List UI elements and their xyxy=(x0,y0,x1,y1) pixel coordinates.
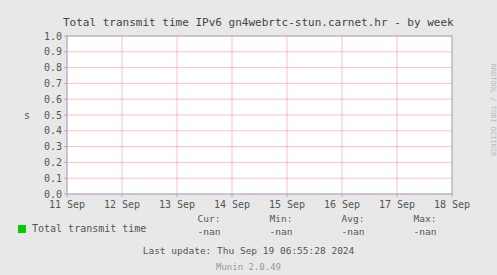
stat-label: Cur: xyxy=(198,213,221,224)
title: Total transmit time IPv6 gn4webrtc-stun.… xyxy=(63,16,454,29)
stat-label: Min: xyxy=(270,213,293,224)
tick-label: 13 Sep xyxy=(159,199,195,210)
stat-value: -nan xyxy=(270,226,293,237)
axes: 0.0 0.1 0.2 0.3 0.4 0.5 0.6 0.7 0.8 0.9 1.0 11 Sep 1… xyxy=(44,31,470,211)
tick-label: 14 Sep xyxy=(214,199,250,210)
legend: Total transmit time xyxy=(18,223,146,234)
tick-label: 0.5 xyxy=(44,110,62,121)
stat-label: Max: xyxy=(414,213,437,224)
last-update: Last update: Thu Sep 19 06:55:28 2024 xyxy=(143,245,355,256)
grid-line xyxy=(67,83,452,84)
tick-label: 0.3 xyxy=(44,141,62,152)
tick-label: 0.2 xyxy=(44,157,62,168)
tick-label: 0.9 xyxy=(44,46,62,57)
grid-line xyxy=(67,130,452,131)
grid-line xyxy=(67,115,452,116)
tick-label: 0.1 xyxy=(44,173,62,184)
background xyxy=(0,0,497,275)
tick-label: 1.0 xyxy=(44,31,62,42)
chart: 0.0 0.1 0.2 0.3 0.4 0.5 0.6 0.7 0.8 0.9 1.0 11 Sep 1… xyxy=(0,0,497,275)
grid-line xyxy=(232,36,233,194)
tick-label: 18 Sep xyxy=(434,199,470,210)
tick-label: 0.0 xyxy=(44,189,62,200)
grid-line xyxy=(67,67,452,68)
axis-frame xyxy=(67,36,452,194)
tick-label: 0.7 xyxy=(44,78,62,89)
grid-line xyxy=(287,36,288,194)
grid-line xyxy=(67,51,452,52)
stat-value: -nan xyxy=(342,226,365,237)
y-axis-label: s xyxy=(24,110,30,121)
grid-line xyxy=(67,99,452,100)
plot-area xyxy=(67,36,452,194)
tick-label: 0.8 xyxy=(44,62,62,73)
tick-label: 0.4 xyxy=(44,125,62,136)
tick-label: 16 Sep xyxy=(324,199,360,210)
watermark: RRDTOOL / TOBI OETIKER xyxy=(489,64,497,158)
grid-line xyxy=(67,178,452,179)
legend-label: Total transmit time xyxy=(32,223,146,234)
grid-line xyxy=(397,36,398,194)
footer: Munin 2.0.49 xyxy=(216,262,281,272)
grid-line xyxy=(67,162,452,163)
tick-label: 12 Sep xyxy=(104,199,140,210)
stat-label: Avg: xyxy=(342,213,365,224)
grid-line xyxy=(67,146,452,147)
stat-value: -nan xyxy=(198,226,221,237)
stat-value: -nan xyxy=(414,226,437,237)
grid-line xyxy=(177,36,178,194)
grid-line xyxy=(342,36,343,194)
tick-label: 15 Sep xyxy=(269,199,305,210)
tick-label: 11 Sep xyxy=(49,199,85,210)
tick-label: 17 Sep xyxy=(379,199,415,210)
grid-line xyxy=(122,36,123,194)
legend-swatch xyxy=(18,225,26,233)
grid xyxy=(67,36,452,194)
tick-label: 0.6 xyxy=(44,94,62,105)
